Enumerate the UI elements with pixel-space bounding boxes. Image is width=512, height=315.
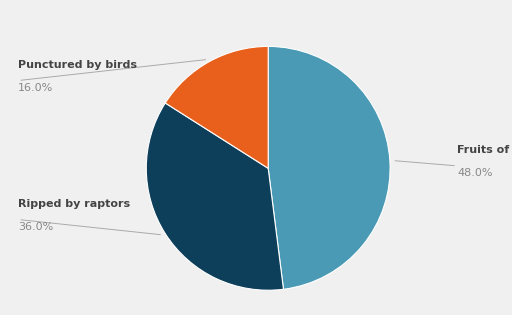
Wedge shape [146,103,284,290]
Text: 48.0%: 48.0% [457,168,493,178]
Text: Ripped by raptors: Ripped by raptors [18,198,131,209]
Wedge shape [165,46,268,168]
Text: Fruits of Ce. Umbellifera: Fruits of Ce. Umbellifera [457,145,512,155]
Wedge shape [268,46,390,289]
Text: 36.0%: 36.0% [18,222,54,232]
Text: Punctured by birds: Punctured by birds [18,60,137,70]
Text: 16.0%: 16.0% [18,83,54,93]
